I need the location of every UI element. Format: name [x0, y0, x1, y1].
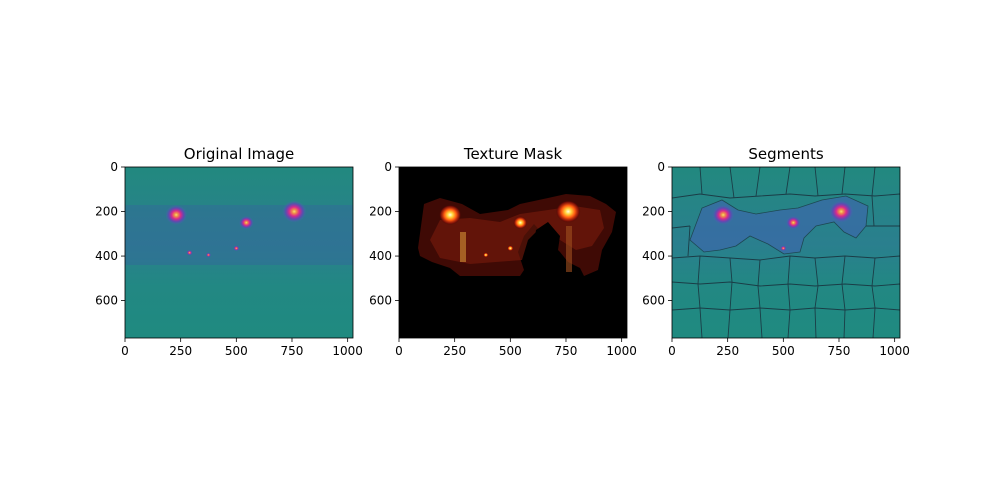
x-tick-label: 1000	[332, 344, 363, 358]
bright-spot	[239, 215, 254, 230]
mask-column	[566, 226, 572, 272]
y-tick-label: 200	[95, 205, 118, 219]
bright-spot	[186, 250, 193, 256]
bright-spot	[555, 200, 581, 223]
axes-frame	[124, 166, 354, 339]
x-tick-label: 500	[225, 344, 248, 358]
image-area	[672, 167, 900, 338]
bright-spot	[780, 245, 787, 251]
bright-spot	[233, 245, 240, 251]
y-tick-label: 600	[95, 294, 118, 308]
x-tick-label: 750	[555, 344, 578, 358]
mask-region-inner	[430, 206, 604, 264]
y-tick-label: 0	[110, 160, 118, 174]
image-background	[125, 167, 353, 338]
x-tick-label: 1000	[879, 344, 910, 358]
y-tick-label: 200	[642, 205, 665, 219]
mask-column	[460, 232, 466, 262]
axes-frame	[398, 166, 628, 339]
segment-boundaries	[672, 167, 900, 338]
y-tick-label: 0	[384, 160, 392, 174]
y-tick-label: 200	[369, 205, 392, 219]
x-tick-label: 0	[121, 344, 129, 358]
bright-spot	[712, 204, 735, 225]
bright-spot	[507, 245, 514, 251]
x-tick-label: 500	[772, 344, 795, 358]
image-area	[399, 167, 627, 338]
bright-spot	[165, 204, 188, 225]
x-tick-label: 0	[668, 344, 676, 358]
x-tick-label: 250	[169, 344, 192, 358]
x-tick-label: 750	[281, 344, 304, 358]
bright-spot	[281, 200, 307, 223]
panel-texture-mask: Texture Mask 0 250 500 750 1000 0 200 400 600	[369, 145, 637, 358]
bright-spot	[786, 215, 801, 230]
y-tick-label: 0	[657, 160, 665, 174]
y-tick-label: 400	[369, 249, 392, 263]
panel-title: Original Image	[184, 145, 294, 163]
y-tick-label: 400	[642, 249, 665, 263]
bright-spot	[483, 252, 489, 258]
mask-hole	[534, 222, 560, 252]
image-area	[125, 167, 353, 338]
panel-original-image: Original Image 0 250 500 750 1000 0 200 400 600	[95, 145, 363, 358]
axes-frame	[671, 166, 901, 339]
x-tick-label: 250	[443, 344, 466, 358]
segment-highlight-region	[689, 195, 869, 255]
y-tick-label: 400	[95, 249, 118, 263]
x-tick-label: 500	[499, 344, 522, 358]
panel-title: Texture Mask	[463, 145, 563, 163]
bright-spot	[439, 204, 462, 225]
x-tick-label: 1000	[606, 344, 637, 358]
x-tick-label: 0	[395, 344, 403, 358]
y-tick-label: 600	[369, 294, 392, 308]
bright-spot	[513, 216, 528, 229]
y-tick-label: 600	[642, 294, 665, 308]
bright-spot	[206, 252, 211, 258]
panel-title: Segments	[748, 145, 824, 163]
x-tick-label: 250	[716, 344, 739, 358]
bright-spot	[828, 200, 854, 223]
image-dark-band	[125, 205, 353, 265]
x-tick-label: 750	[828, 344, 851, 358]
